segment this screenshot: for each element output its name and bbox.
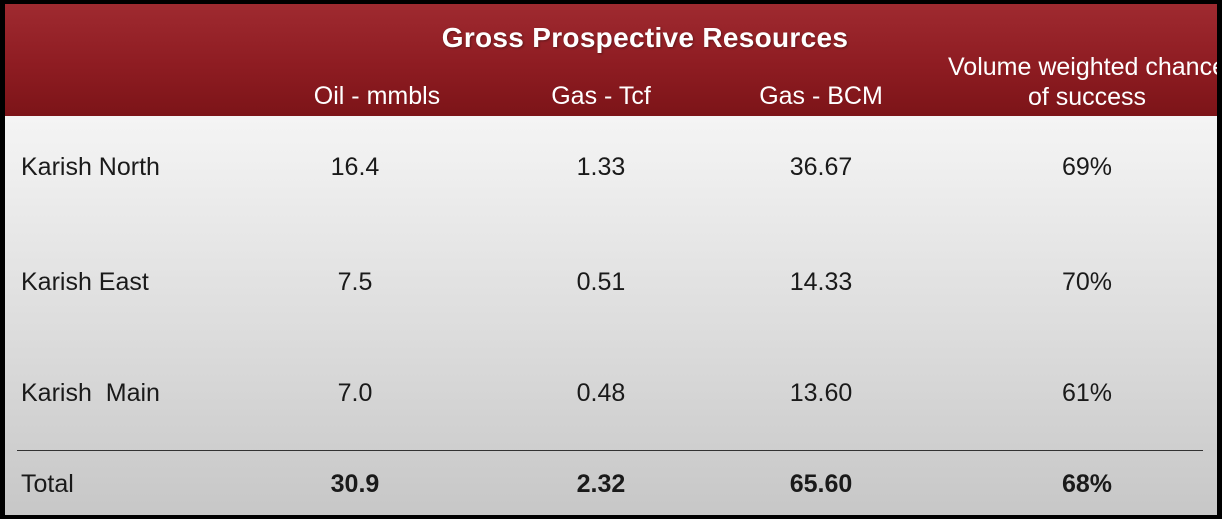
oil-value: 16.4 bbox=[330, 153, 380, 181]
gas-bcm-value: 36.67 bbox=[789, 153, 853, 181]
table-title: Gross Prospective Resources bbox=[441, 22, 849, 53]
table-header: Gross Prospective Resources Oil - mmbls … bbox=[5, 4, 1217, 116]
column-header-chance: Volume weighted chance of success bbox=[948, 53, 1217, 111]
total-gas-tcf-value: 2.32 bbox=[576, 470, 626, 498]
total-chance-value: 68% bbox=[1061, 470, 1113, 498]
total-row: Total 30.9 2.32 65.60 68% bbox=[5, 464, 1217, 504]
chance-value: 69% bbox=[1061, 153, 1113, 181]
resources-table: Gross Prospective Resources Oil - mmbls … bbox=[5, 4, 1217, 515]
gas-bcm-value: 13.60 bbox=[789, 379, 853, 407]
row-name: Karish North bbox=[21, 153, 160, 181]
total-gas-bcm-value: 65.60 bbox=[789, 470, 853, 498]
gas-bcm-value: 14.33 bbox=[789, 268, 853, 296]
column-header-gas-bcm: Gas - BCM bbox=[759, 82, 883, 110]
row-name: Karish Main bbox=[21, 379, 160, 407]
total-oil-value: 30.9 bbox=[330, 470, 380, 498]
table-row: Karish North 16.4 1.33 36.67 69% bbox=[5, 147, 1217, 187]
table-row: Karish East 7.5 0.51 14.33 70% bbox=[5, 262, 1217, 302]
chance-value: 61% bbox=[1061, 379, 1113, 407]
oil-value: 7.5 bbox=[337, 268, 373, 296]
table-row: Karish Main 7.0 0.48 13.60 61% bbox=[5, 373, 1217, 413]
gas-tcf-value: 1.33 bbox=[576, 153, 626, 181]
row-name: Karish East bbox=[21, 268, 149, 296]
gas-tcf-value: 0.48 bbox=[576, 379, 626, 407]
total-divider bbox=[17, 450, 1203, 451]
oil-value: 7.0 bbox=[337, 379, 373, 407]
column-header-oil: Oil - mmbls bbox=[313, 82, 441, 110]
column-header-gas-tcf: Gas - Tcf bbox=[551, 82, 651, 110]
chance-value: 70% bbox=[1061, 268, 1113, 296]
total-label: Total bbox=[21, 470, 74, 498]
gas-tcf-value: 0.51 bbox=[576, 268, 626, 296]
